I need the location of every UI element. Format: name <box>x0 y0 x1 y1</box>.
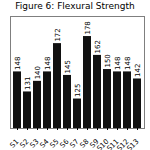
svg-text:172: 172 <box>54 28 62 41</box>
svg-text:S1: S1 <box>8 137 21 150</box>
svg-text:125: 125 <box>74 84 82 97</box>
svg-text:148: 148 <box>14 57 22 70</box>
svg-text:S13: S13 <box>125 138 140 150</box>
svg-text:145: 145 <box>64 60 72 73</box>
svg-text:S2: S2 <box>18 137 31 150</box>
svg-text:178: 178 <box>84 21 92 34</box>
svg-text:131: 131 <box>24 77 32 90</box>
svg-text:148: 148 <box>114 57 122 70</box>
svg-text:S4: S4 <box>38 137 51 150</box>
svg-text:148: 148 <box>44 57 52 70</box>
svg-text:S7: S7 <box>68 137 81 150</box>
svg-text:142: 142 <box>134 64 142 77</box>
svg-text:140: 140 <box>34 66 42 79</box>
svg-text:S8: S8 <box>78 137 91 150</box>
svg-text:S9: S9 <box>88 137 101 150</box>
svg-text:148: 148 <box>124 57 132 70</box>
svg-text:S5: S5 <box>48 137 61 150</box>
svg-text:162: 162 <box>94 40 102 53</box>
svg-text:S3: S3 <box>28 137 41 150</box>
svg-text:150: 150 <box>104 54 112 67</box>
html-text:Figure 6: Flexural Strength: Figure 6: Flexural Strength <box>15 1 135 11</box>
svg-text:S6: S6 <box>58 137 71 150</box>
